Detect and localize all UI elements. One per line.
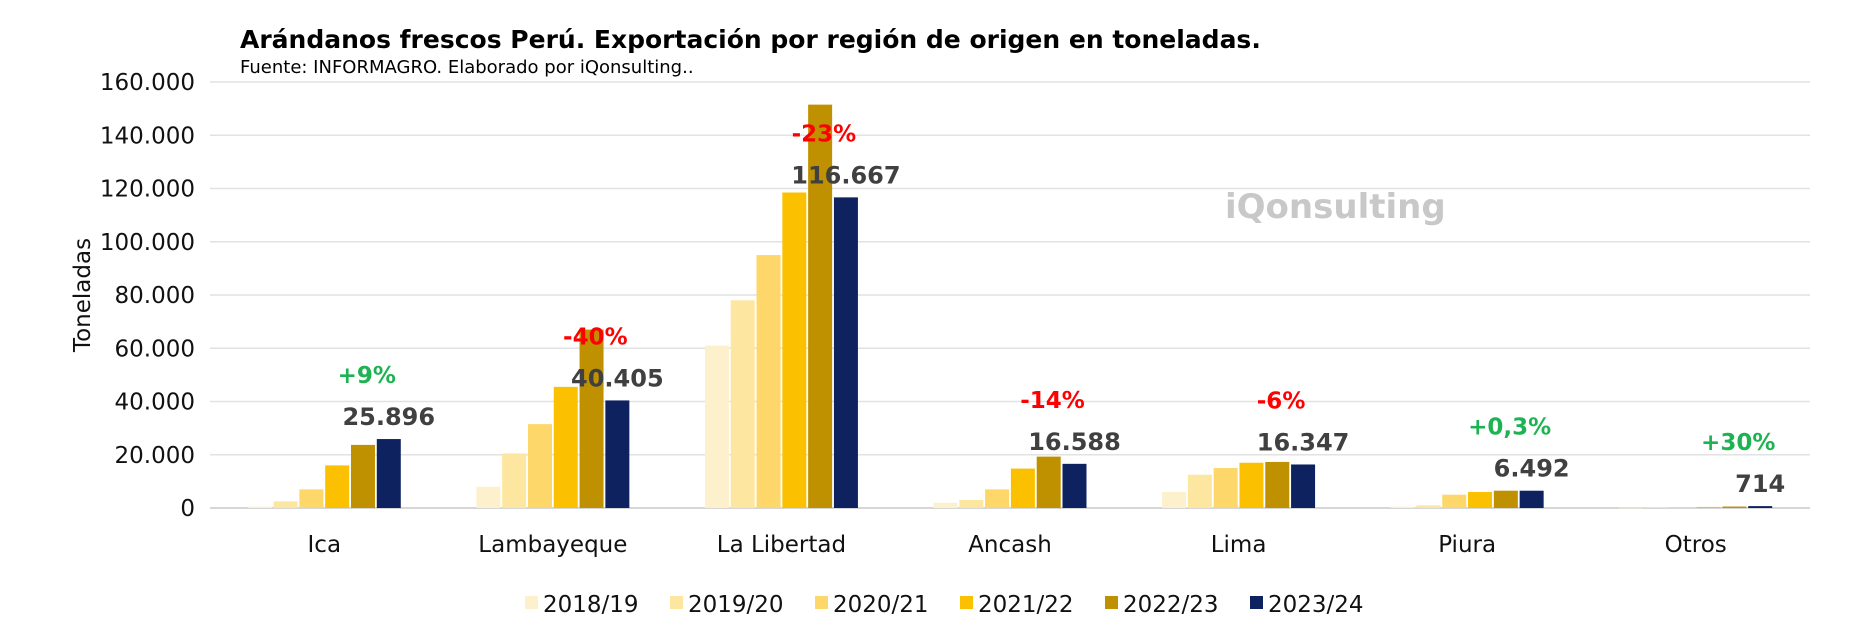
- bar-2019-20-lambayeque: [502, 453, 527, 508]
- y-tick-label: 120.000: [100, 177, 195, 203]
- bar-2022-23-ica: [350, 444, 375, 508]
- bars: [247, 104, 1773, 509]
- y-axis-label: Toneladas: [70, 238, 96, 353]
- bar-2022-23-piura: [1493, 490, 1518, 508]
- watermark-logo: iQonsulting: [1225, 187, 1446, 227]
- value-label: 16.588: [1028, 428, 1121, 456]
- x-tick-label: Lima: [1211, 532, 1267, 558]
- bar-2023-24-la-libertad: [833, 197, 858, 508]
- bar-2019-20-lima: [1187, 474, 1212, 508]
- bar-2018-19-ica: [247, 506, 272, 508]
- x-tick-label: Lambayeque: [478, 532, 627, 558]
- value-label: 40.405: [571, 364, 664, 392]
- legend-swatch: [525, 596, 538, 609]
- x-tick-label: Ancash: [968, 532, 1052, 558]
- legend-label: 2019/20: [688, 592, 784, 618]
- x-axis-ticks: Ica Lambayeque La Libertad Ancash Lima Piura O…: [308, 532, 1727, 558]
- y-tick-label: 160.000: [100, 70, 195, 96]
- y-tick-label: 60.000: [115, 336, 195, 362]
- bar-2018-19-la-libertad: [704, 345, 729, 508]
- legend: 2018/19 2019/20 2020/21 2021/22 2022/23 2023/…: [525, 592, 1364, 618]
- bar-2023-24-lambayeque: [605, 400, 630, 508]
- bar-2018-19-ancash: [933, 502, 958, 508]
- bar-2018-19-lima: [1162, 492, 1187, 508]
- change-label: -23%: [792, 121, 857, 147]
- bar-2019-20-piura: [1416, 505, 1441, 508]
- value-labels: 25.896 +9% 40.405 -40% 116.667 -23% 16.588 -14%…: [338, 121, 1786, 498]
- bar-2020-21-ancash: [985, 489, 1010, 508]
- bar-2022-23-la-libertad: [808, 104, 833, 508]
- change-label: -6%: [1257, 388, 1306, 414]
- bar-2022-23-lima: [1265, 461, 1290, 508]
- bar-2021-22-piura: [1468, 492, 1493, 508]
- bar-2021-22-lima: [1239, 462, 1264, 508]
- y-axis-ticks: 0 20.000 40.000 60.000 80.000 100.000 120.000 1…: [100, 70, 195, 522]
- y-tick-label: 100.000: [100, 230, 195, 256]
- bar-2022-23-otros: [1722, 506, 1747, 508]
- bar-2020-21-piura: [1442, 494, 1467, 508]
- y-tick-label: 20.000: [115, 443, 195, 469]
- change-label: +30%: [1701, 430, 1775, 456]
- chart-title: Arándanos frescos Perú. Exportación por …: [240, 25, 1261, 54]
- change-label: +9%: [338, 363, 396, 389]
- legend-swatch: [1105, 596, 1118, 609]
- value-label: 6.492: [1494, 455, 1570, 483]
- x-tick-label: Ica: [308, 532, 342, 558]
- chart-subtitle: Fuente: INFORMAGRO. Elaborado por iQonsu…: [240, 57, 694, 78]
- bar-2020-21-otros: [1670, 507, 1695, 508]
- bar-2020-21-lambayeque: [527, 424, 552, 508]
- value-label: 25.896: [342, 403, 435, 431]
- legend-label: 2018/19: [543, 592, 639, 618]
- bar-2022-23-lambayeque: [579, 329, 604, 508]
- legend-label: 2020/21: [833, 592, 929, 618]
- bar-2019-20-ica: [273, 501, 298, 508]
- gridlines: [210, 81, 1810, 509]
- bar-2019-20-ancash: [959, 500, 984, 508]
- x-tick-label: Otros: [1665, 532, 1727, 558]
- bar-2021-22-ica: [325, 465, 350, 508]
- bar-2023-24-ica: [376, 439, 401, 508]
- change-label: +0,3%: [1468, 415, 1551, 441]
- legend-swatch: [1250, 596, 1263, 609]
- bar-2018-19-otros: [1619, 507, 1644, 509]
- legend-label: 2021/22: [978, 592, 1074, 618]
- bar-2018-19-lambayeque: [476, 486, 501, 508]
- bar-2020-21-ica: [299, 489, 324, 508]
- legend-label: 2022/23: [1123, 592, 1219, 618]
- bar-2020-21-lima: [1213, 468, 1238, 508]
- bar-2022-23-ancash: [1036, 456, 1061, 508]
- bar-2023-24-otros: [1748, 506, 1773, 508]
- change-label: -14%: [1020, 388, 1085, 414]
- bar-2019-20-otros: [1645, 507, 1670, 508]
- legend-swatch: [815, 596, 828, 609]
- x-tick-label: Piura: [1438, 532, 1496, 558]
- bar-2021-22-otros: [1696, 506, 1721, 508]
- bar-2021-22-ancash: [1010, 468, 1035, 508]
- legend-label: 2023/24: [1268, 592, 1364, 618]
- bar-2020-21-la-libertad: [756, 255, 781, 508]
- value-label: 16.347: [1257, 428, 1350, 456]
- value-label: 714: [1735, 470, 1785, 498]
- bar-2021-22-lambayeque: [553, 386, 578, 508]
- y-tick-label: 80.000: [115, 283, 195, 309]
- bar-2023-24-ancash: [1062, 463, 1087, 508]
- value-label: 116.667: [791, 161, 900, 189]
- x-tick-label: La Libertad: [717, 532, 846, 558]
- bar-2021-22-la-libertad: [782, 192, 807, 508]
- bar-2018-19-piura: [1390, 506, 1415, 508]
- bar-2023-24-piura: [1519, 490, 1544, 508]
- bar-2023-24-lima: [1291, 464, 1316, 508]
- bar-2019-20-la-libertad: [730, 300, 755, 508]
- change-label: -40%: [563, 324, 628, 350]
- legend-swatch: [960, 596, 973, 609]
- y-tick-label: 40.000: [115, 390, 195, 416]
- y-tick-label: 0: [180, 496, 195, 522]
- y-tick-label: 140.000: [100, 123, 195, 149]
- legend-swatch: [670, 596, 683, 609]
